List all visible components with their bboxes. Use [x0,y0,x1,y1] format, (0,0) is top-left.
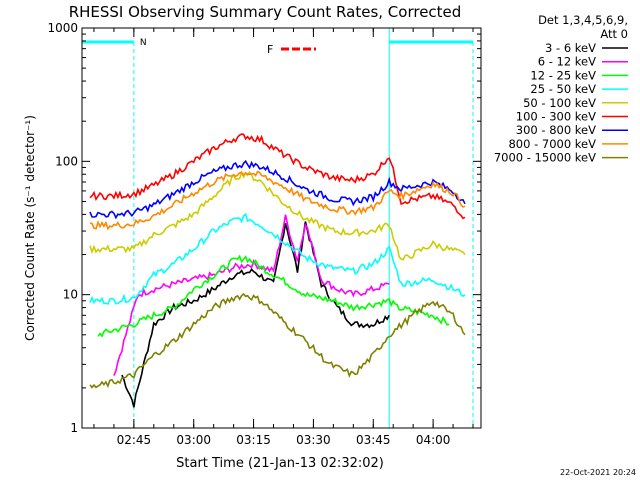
x-tick-label: 03:30 [296,433,331,447]
series-layer [89,133,466,408]
legend-label: 3 - 6 keV [545,41,596,55]
series-line-7 [89,170,466,231]
night-shading [82,28,474,428]
legend-label: 6 - 12 keV [538,55,596,69]
series-line-5 [89,133,466,220]
legend-label: 100 - 300 keV [516,110,596,124]
y-tick-label: 100 [55,154,78,168]
x-ticks: 02:45 03:00 03:15 03:30 03:45 04:00 [93,28,474,447]
series-line-4 [89,170,466,261]
x-tick-label: 03:00 [176,433,211,447]
series-line-1 [113,214,390,376]
legend-label: 800 - 7000 keV [508,137,596,151]
annotation-n: N [140,38,147,48]
legend-header-line-2: Att 0 [600,27,628,41]
legend-label: 25 - 50 keV [530,82,596,96]
series-line-3 [89,212,466,306]
x-tick-label: 04:00 [416,433,451,447]
series-line-8 [89,292,466,389]
plot-frame [81,27,482,429]
legend-label: 50 - 100 keV [523,96,596,110]
x-tick-label: 03:15 [236,433,271,447]
y-tick-label: 1000 [47,21,78,35]
y-axis-label: Corrected Count Rate (s⁻¹ detector⁻¹) [23,115,37,341]
legend-header-line-1: Det 1,3,4,5,6,9, [538,13,628,27]
y-tick-label: 1 [70,421,78,435]
x-tick-label: 02:45 [117,433,152,447]
footer-date: 22-Oct-2021 20:24 [560,468,636,477]
legend-label: 300 - 800 keV [516,123,596,137]
legend-label: 7000 - 15000 keV [494,151,596,165]
x-axis-label: Start Time (21-Jan-13 02:32:02) [176,456,384,471]
annotation-f: F [267,43,273,56]
legend-label: 12 - 25 keV [530,68,596,82]
x-tick-label: 03:45 [356,433,391,447]
series-line-2 [97,254,450,338]
series-line-6 [89,159,466,220]
y-ticks: 1 10 100 1000 [47,21,481,435]
chart-title: RHESSI Observing Summary Count Rates, Co… [69,3,462,21]
y-tick-label: 10 [63,288,78,302]
